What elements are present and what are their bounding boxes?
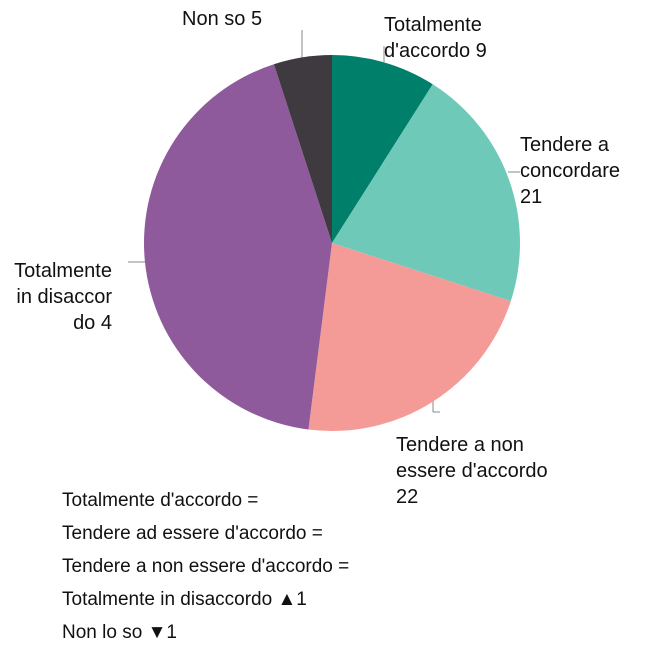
note-change: =	[338, 556, 350, 577]
slice-category: Totalmente d'accordo	[384, 14, 482, 62]
change-note: Non lo so ▼1	[62, 622, 177, 644]
note-change: ▼1	[147, 622, 177, 643]
slice-value: 4	[100, 312, 112, 334]
leader-lines	[128, 30, 520, 413]
pie-slice	[273, 55, 332, 243]
slice-category: Totalmente in disaccordo	[14, 260, 112, 334]
pie-slice	[332, 84, 520, 302]
change-note: Totalmente d'accordo =	[62, 490, 258, 512]
note-change: =	[311, 523, 323, 544]
slice-category: Tendere a non essere d'accordo	[396, 434, 548, 482]
slice-value: 21	[520, 186, 543, 208]
change-note: Totalmente in disaccordo ▲1	[62, 589, 307, 611]
note-label: Totalmente d'accordo	[62, 490, 243, 511]
note-label: Totalmente in disaccordo	[62, 589, 273, 610]
note-label: Tendere a non essere d'accordo	[62, 556, 333, 577]
slice-label: Totalmente d'accordo 9	[384, 12, 524, 64]
pie-slice	[308, 243, 511, 431]
slice-label: Tendere a non essere d'accordo 22	[396, 432, 556, 510]
slice-label: Tendere a concordare 21	[520, 132, 640, 210]
slice-value: 22	[396, 486, 419, 508]
change-note: Tendere a non essere d'accordo =	[62, 556, 349, 578]
note-label: Non lo so	[62, 622, 143, 643]
note-change: =	[247, 490, 259, 511]
pie-slice	[332, 55, 433, 243]
slice-value: 5	[250, 8, 263, 30]
slice-label: Totalmente in disaccordo 4	[14, 258, 112, 336]
slice-value: 9	[475, 40, 487, 62]
slice-category: Tendere a concordare	[520, 134, 621, 182]
change-note: Tendere ad essere d'accordo =	[62, 523, 323, 545]
slice-label: Non so 5	[182, 6, 302, 32]
note-label: Tendere ad essere d'accordo	[62, 523, 307, 544]
slice-category: Non so	[182, 8, 246, 30]
note-change: ▲1	[277, 589, 307, 610]
pie-slice	[143, 64, 332, 430]
